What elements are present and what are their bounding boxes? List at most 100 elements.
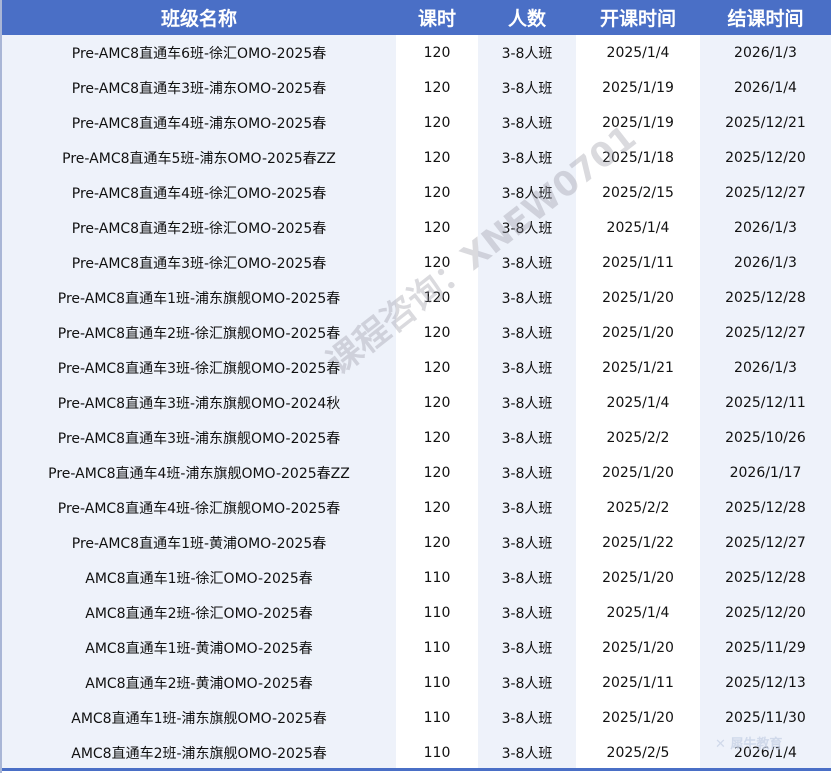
- cell-end-date: 2025/12/11: [700, 385, 831, 420]
- cell-size: 3-8人班: [478, 665, 576, 700]
- cell-end-date: 2025/12/21: [700, 105, 831, 140]
- cell-class-name: Pre-AMC8直通车1班-黄浦OMO-2025春: [2, 525, 396, 560]
- table-row: AMC8直通车1班-徐汇OMO-2025春 110 3-8人班 2025/1/20 20…: [2, 560, 831, 595]
- cell-end-date: 2025/12/28: [700, 280, 831, 315]
- cell-end-date: 2025/12/20: [700, 595, 831, 630]
- cell-class-name: Pre-AMC8直通车2班-徐汇OMO-2025春: [2, 210, 396, 245]
- cell-size: 3-8人班: [478, 490, 576, 525]
- cell-class-name: Pre-AMC8直通车1班-浦东旗舰OMO-2025春: [2, 280, 396, 315]
- cell-start-date: 2025/2/2: [576, 490, 700, 525]
- cell-start-date: 2025/1/20: [576, 630, 700, 665]
- cell-size: 3-8人班: [478, 700, 576, 735]
- table-row: AMC8直通车2班-徐汇OMO-2025春 110 3-8人班 2025/1/4 202…: [2, 595, 831, 630]
- table-row: Pre-AMC8直通车2班-徐汇OMO-2025春 120 3-8人班 2025/1/…: [2, 210, 831, 245]
- table-row: AMC8直通车2班-黄浦OMO-2025春 110 3-8人班 2025/1/11 20…: [2, 665, 831, 700]
- cell-hours: 110: [396, 665, 478, 700]
- cell-hours: 120: [396, 105, 478, 140]
- cell-start-date: 2025/1/21: [576, 350, 700, 385]
- cell-end-date: 2025/12/27: [700, 315, 831, 350]
- cell-size: 3-8人班: [478, 455, 576, 490]
- cell-size: 3-8人班: [478, 35, 576, 70]
- cell-end-date: 2026/1/3: [700, 245, 831, 280]
- table-row: Pre-AMC8直通车1班-黄浦OMO-2025春 120 3-8人班 2025/1/…: [2, 525, 831, 560]
- cell-hours: 120: [396, 315, 478, 350]
- cell-start-date: 2025/1/20: [576, 315, 700, 350]
- cell-start-date: 2025/1/4: [576, 595, 700, 630]
- cell-hours: 120: [396, 140, 478, 175]
- table-row: Pre-AMC8直通车3班-徐汇OMO-2025春 120 3-8人班 2025/1/…: [2, 245, 831, 280]
- table-row: Pre-AMC8直通车1班-浦东旗舰OMO-2025春 120 3-8人班 2025/…: [2, 280, 831, 315]
- table-bottom-border: [2, 768, 831, 771]
- cell-end-date: 2025/12/20: [700, 140, 831, 175]
- table-row: Pre-AMC8直通车3班-浦东OMO-2025春 120 3-8人班 2025/1/…: [2, 70, 831, 105]
- cell-class-name: AMC8直通车1班-徐汇OMO-2025春: [2, 560, 396, 595]
- cell-size: 3-8人班: [478, 245, 576, 280]
- cell-class-name: Pre-AMC8直通车3班-浦东OMO-2025春: [2, 70, 396, 105]
- header-size: 人数: [478, 0, 576, 35]
- cell-hours: 120: [396, 350, 478, 385]
- table-row: Pre-AMC8直通车5班-浦东OMO-2025春ZZ 120 3-8人班 2025/…: [2, 140, 831, 175]
- table-row: AMC8直通车1班-黄浦OMO-2025春 110 3-8人班 2025/1/20 20…: [2, 630, 831, 665]
- cell-end-date: 2025/12/28: [700, 490, 831, 525]
- cell-end-date: 2026/1/4: [700, 70, 831, 105]
- cell-size: 3-8人班: [478, 210, 576, 245]
- table-row: AMC8直通车1班-浦东旗舰OMO-2025春 110 3-8人班 2025/1/20…: [2, 700, 831, 735]
- cell-end-date: 2025/11/29: [700, 630, 831, 665]
- cell-start-date: 2025/1/19: [576, 70, 700, 105]
- cell-hours: 120: [396, 35, 478, 70]
- cell-hours: 120: [396, 490, 478, 525]
- cell-end-date: 2026/1/4: [700, 735, 831, 770]
- cell-size: 3-8人班: [478, 70, 576, 105]
- cell-class-name: Pre-AMC8直通车4班-浦东OMO-2025春: [2, 105, 396, 140]
- header-start-date: 开课时间: [576, 0, 700, 35]
- cell-class-name: Pre-AMC8直通车3班-浦东旗舰OMO-2024秋: [2, 385, 396, 420]
- table-row: Pre-AMC8直通车3班-徐汇旗舰OMO-2025春 120 3-8人班 2025/…: [2, 350, 831, 385]
- cell-start-date: 2025/1/20: [576, 700, 700, 735]
- cell-end-date: 2026/1/3: [700, 210, 831, 245]
- cell-start-date: 2025/2/5: [576, 735, 700, 770]
- left-border: [0, 0, 2, 773]
- cell-size: 3-8人班: [478, 525, 576, 560]
- cell-end-date: 2026/1/17: [700, 455, 831, 490]
- cell-end-date: 2026/1/3: [700, 35, 831, 70]
- cell-hours: 110: [396, 560, 478, 595]
- cell-size: 3-8人班: [478, 105, 576, 140]
- cell-start-date: 2025/1/22: [576, 525, 700, 560]
- cell-hours: 120: [396, 420, 478, 455]
- table-row: Pre-AMC8直通车2班-徐汇旗舰OMO-2025春 120 3-8人班 2025/…: [2, 315, 831, 350]
- cell-class-name: AMC8直通车1班-黄浦OMO-2025春: [2, 630, 396, 665]
- cell-class-name: Pre-AMC8直通车3班-徐汇OMO-2025春: [2, 245, 396, 280]
- cell-hours: 120: [396, 70, 478, 105]
- cell-size: 3-8人班: [478, 560, 576, 595]
- header-class-name: 班级名称: [2, 0, 396, 35]
- cell-start-date: 2025/1/19: [576, 105, 700, 140]
- cell-start-date: 2025/1/4: [576, 210, 700, 245]
- header-end-date: 结课时间: [700, 0, 831, 35]
- table-row: Pre-AMC8直通车4班-浦东OMO-2025春 120 3-8人班 2025/1/…: [2, 105, 831, 140]
- cell-size: 3-8人班: [478, 350, 576, 385]
- cell-end-date: 2025/12/28: [700, 560, 831, 595]
- cell-class-name: AMC8直通车2班-黄浦OMO-2025春: [2, 665, 396, 700]
- table-row: Pre-AMC8直通车6班-徐汇OMO-2025春 120 3-8人班 2025/1/…: [2, 35, 831, 70]
- cell-hours: 110: [396, 735, 478, 770]
- cell-class-name: AMC8直通车2班-浦东旗舰OMO-2025春: [2, 735, 396, 770]
- table-row: Pre-AMC8直通车4班-徐汇旗舰OMO-2025春 120 3-8人班 2025/…: [2, 490, 831, 525]
- table-row: AMC8直通车2班-浦东旗舰OMO-2025春 110 3-8人班 2025/2/5 2…: [2, 735, 831, 770]
- cell-hours: 120: [396, 385, 478, 420]
- header-row: 班级名称 课时 人数 开课时间 结课时间: [2, 0, 831, 35]
- cell-size: 3-8人班: [478, 735, 576, 770]
- cell-hours: 120: [396, 245, 478, 280]
- cell-hours: 120: [396, 280, 478, 315]
- cell-end-date: 2025/11/30: [700, 700, 831, 735]
- cell-hours: 110: [396, 630, 478, 665]
- cell-class-name: Pre-AMC8直通车4班-徐汇OMO-2025春: [2, 175, 396, 210]
- cell-hours: 120: [396, 525, 478, 560]
- table-row: Pre-AMC8直通车4班-徐汇OMO-2025春 120 3-8人班 2025/2/…: [2, 175, 831, 210]
- table-row: Pre-AMC8直通车3班-浦东旗舰OMO-2025春 120 3-8人班 2025/…: [2, 420, 831, 455]
- cell-start-date: 2025/1/11: [576, 245, 700, 280]
- cell-class-name: Pre-AMC8直通车3班-浦东旗舰OMO-2025春: [2, 420, 396, 455]
- brand-logo: ✕ 犀牛教育: [715, 737, 783, 752]
- cell-class-name: Pre-AMC8直通车3班-徐汇旗舰OMO-2025春: [2, 350, 396, 385]
- cell-end-date: 2025/12/13: [700, 665, 831, 700]
